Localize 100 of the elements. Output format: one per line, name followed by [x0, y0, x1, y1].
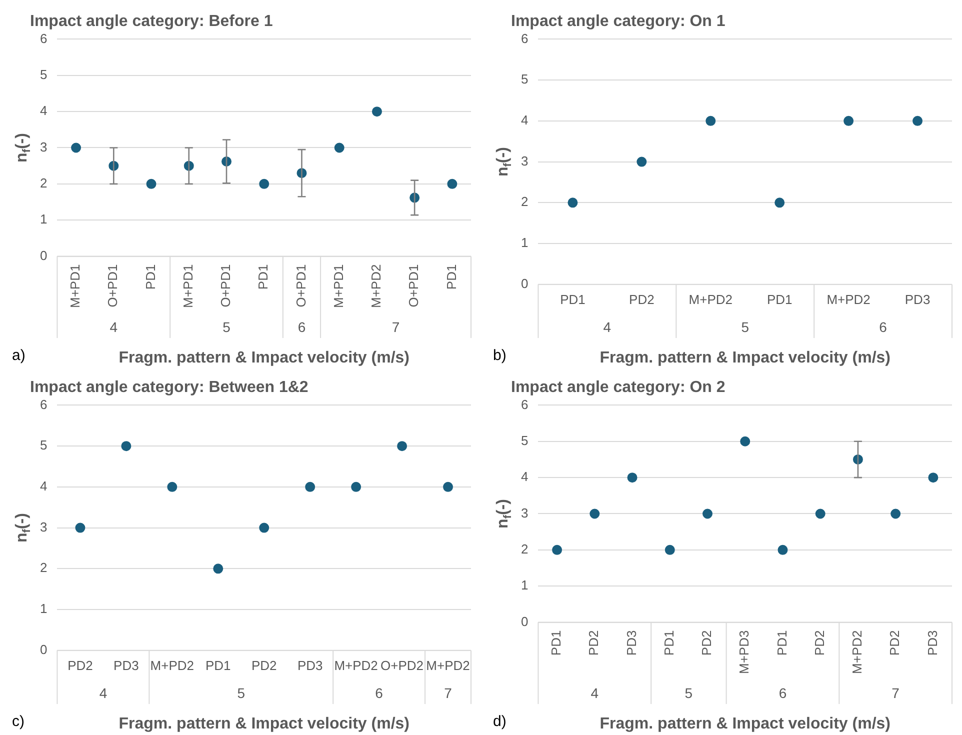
- text: 7: [392, 318, 400, 335]
- x-tick-label: O+PD1: [105, 264, 120, 308]
- y-tick-label: 4: [40, 478, 48, 494]
- x-tick-label: O+PD1: [293, 264, 308, 308]
- y-tick-label: 4: [40, 103, 48, 118]
- text: 7: [892, 684, 900, 701]
- chart-title: Impact angle category: Between 1&2: [30, 379, 308, 396]
- x-tick-label: M+PD1: [180, 264, 196, 308]
- x-axis-title: Fragm. pattern & Impact velocity (m/s): [118, 715, 410, 732]
- y-tick-label: 5: [40, 438, 48, 453]
- y-axis-title: nf(-): [494, 499, 514, 528]
- x-tick-label: PD2: [812, 630, 827, 656]
- x-axis-title: Fragm. pattern & Impact velocity (m/s): [600, 349, 890, 366]
- x-tick-label: PD1: [661, 630, 676, 656]
- x-tick-label: PD3: [924, 630, 940, 656]
- text: 5: [237, 684, 246, 701]
- y-tick-label: 5: [520, 432, 528, 448]
- text: 4: [110, 318, 118, 335]
- y-tick-label: 5: [40, 66, 48, 82]
- x-tick-label: M+PD2: [334, 658, 378, 673]
- x-tick-label: PD1: [548, 630, 564, 656]
- text: 5: [741, 318, 750, 335]
- x-tick-label: M+PD1: [68, 264, 83, 308]
- x-tick-label: PD2: [629, 292, 654, 307]
- text: 5: [684, 684, 693, 701]
- x-tick-label: PD1: [205, 658, 231, 673]
- chart-title: Impact angle category: Before 1: [30, 13, 273, 30]
- y-tick-label: 4: [520, 469, 528, 484]
- x-tick-label: PD1: [256, 264, 271, 290]
- text: 4: [99, 684, 108, 701]
- text: 6: [778, 684, 787, 701]
- point: [778, 544, 788, 555]
- y-tick-label: 2: [520, 194, 528, 210]
- x-tick-label: M+PD2: [850, 630, 865, 674]
- point: [890, 508, 901, 519]
- point: [121, 441, 132, 452]
- text: a): [12, 347, 26, 364]
- x-tick-label: PD1: [774, 630, 790, 656]
- x-tick-label: M+PD2: [426, 658, 470, 673]
- point: [552, 544, 562, 555]
- y-tick-label: 3: [40, 519, 48, 534]
- text: 4: [590, 684, 599, 701]
- x-tick-label: PD1: [560, 292, 586, 307]
- x-tick-label: O+PD1: [406, 264, 422, 308]
- point: [75, 522, 86, 533]
- x-axis-title: Fragm. pattern & Impact velocity (m/s): [600, 715, 890, 732]
- x-tick-label: M+PD1: [330, 264, 346, 308]
- text: 5: [222, 318, 231, 335]
- x-tick-label: PD2: [251, 658, 277, 673]
- y-tick-label: 0: [520, 614, 528, 629]
- x-tick-label: PD1: [444, 264, 459, 290]
- text: c): [12, 713, 24, 730]
- x-tick-label: M+PD2: [688, 292, 732, 307]
- y-tick-label: 0: [520, 276, 528, 291]
- point: [334, 142, 344, 153]
- point: [815, 508, 826, 519]
- point: [664, 544, 675, 555]
- y-tick-label: 3: [520, 505, 528, 520]
- x-tick-label: PD1: [142, 264, 158, 290]
- chart-title: Impact angle category: On 1: [511, 13, 726, 30]
- y-tick-label: 1: [520, 235, 528, 250]
- x-tick-label: M+PD2: [826, 292, 870, 307]
- y-tick-label: 6: [520, 396, 528, 412]
- point: [447, 178, 458, 189]
- point: [397, 441, 408, 452]
- point: [590, 508, 600, 519]
- y-tick-label: 5: [520, 72, 528, 87]
- y-tick-label: 6: [40, 396, 48, 412]
- y-axis-title: nf(-): [13, 133, 34, 162]
- point: [912, 116, 923, 126]
- y-tick-label: 1: [40, 601, 48, 616]
- y-axis-title: nf(-): [13, 513, 34, 543]
- point: [259, 522, 270, 533]
- point: [372, 106, 382, 117]
- y-tick-label: 1: [520, 578, 528, 593]
- y-tick-label: 2: [520, 542, 528, 557]
- y-tick-label: 3: [520, 153, 528, 168]
- x-tick-label: PD3: [904, 292, 930, 307]
- point: [259, 178, 270, 189]
- point: [351, 482, 362, 492]
- y-tick-label: 4: [520, 112, 528, 128]
- y-axis-title: nf(-): [494, 147, 514, 177]
- point: [928, 472, 938, 483]
- x-tick-label: PD2: [699, 630, 714, 656]
- x-tick-label: PD2: [586, 630, 602, 656]
- text: 6: [375, 684, 384, 701]
- text: b): [493, 347, 506, 364]
- x-tick-label: PD3: [624, 630, 639, 656]
- point: [740, 436, 750, 446]
- point: [706, 116, 716, 126]
- text: 6: [879, 318, 888, 335]
- point: [443, 482, 454, 492]
- x-tick-label: M+PD2: [150, 658, 194, 673]
- x-tick-label: PD3: [297, 658, 323, 673]
- y-tick-label: 6: [40, 30, 48, 46]
- x-tick-label: PD3: [114, 658, 139, 673]
- x-tick-label: O+PD1: [218, 264, 234, 308]
- y-tick-label: 3: [40, 139, 48, 154]
- text: 4: [603, 318, 612, 335]
- point: [213, 564, 224, 574]
